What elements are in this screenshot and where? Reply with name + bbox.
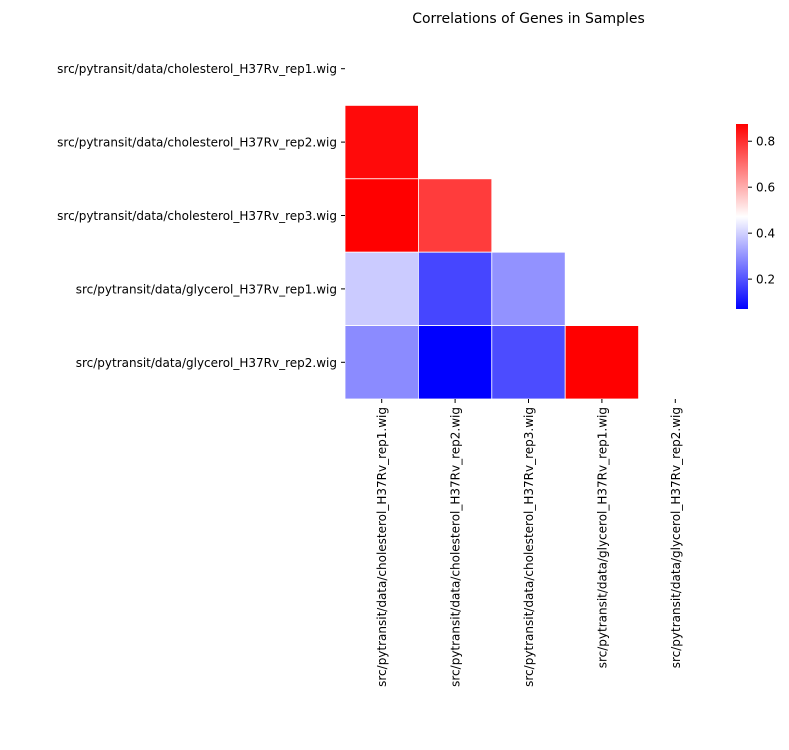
- row-label: src/pytransit/data/cholesterol_H37Rv_rep…: [57, 62, 337, 76]
- colorbar-tick-label: 0.2: [756, 273, 775, 287]
- heatmap-cell-4-3: [564, 325, 640, 400]
- column-label: src/pytransit/data/cholesterol_H37Rv_rep…: [375, 407, 389, 687]
- heatmap-cell-4-0: [344, 325, 419, 400]
- colorbar-tick-label: 0.8: [756, 135, 775, 149]
- row-label: src/pytransit/data/glycerol_H37Rv_rep1.w…: [76, 282, 337, 296]
- heatmap-cell-2-1: [417, 178, 493, 253]
- chart-title: Correlations of Genes in Samples: [412, 11, 645, 27]
- heatmap-cell-2-0: [344, 178, 419, 253]
- row-label: src/pytransit/data/cholesterol_H37Rv_rep…: [57, 209, 337, 223]
- row-labels: src/pytransit/data/cholesterol_H37Rv_rep…: [57, 62, 345, 370]
- heatmap-cell-3-2: [491, 251, 566, 326]
- colorbar-gradient: [736, 124, 748, 309]
- heatmap-cell-4-2: [491, 325, 566, 400]
- heatmap-cell-3-1: [417, 251, 493, 326]
- heatmap-cell-1-0: [344, 105, 419, 180]
- colorbar: 0.2 0.4 0.6 0.8: [736, 124, 775, 309]
- heatmap-cell-3-0: [344, 251, 419, 326]
- column-label: src/pytransit/data/glycerol_H37Rv_rep1.w…: [595, 407, 609, 668]
- column-label: src/pytransit/data/glycerol_H37Rv_rep2.w…: [669, 407, 683, 668]
- column-label: src/pytransit/data/cholesterol_H37Rv_rep…: [522, 407, 536, 687]
- row-label: src/pytransit/data/cholesterol_H37Rv_rep…: [57, 136, 337, 150]
- colorbar-tick-label: 0.6: [756, 181, 775, 195]
- column-labels: src/pytransit/data/cholesterol_H37Rv_rep…: [375, 399, 683, 687]
- column-label: src/pytransit/data/cholesterol_H37Rv_rep…: [449, 407, 463, 687]
- heatmap-cells: [344, 105, 640, 400]
- heatmap-cell-4-1: [417, 325, 493, 400]
- row-label: src/pytransit/data/glycerol_H37Rv_rep2.w…: [76, 356, 337, 370]
- colorbar-tick-label: 0.4: [756, 227, 775, 241]
